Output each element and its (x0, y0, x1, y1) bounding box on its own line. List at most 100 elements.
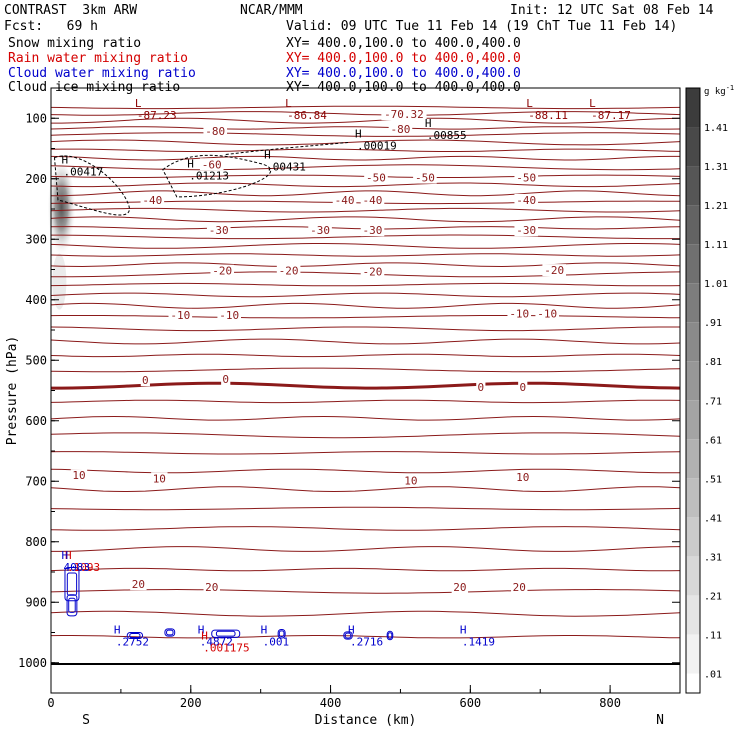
contour-label: -30 (310, 224, 330, 237)
contour-label: -80 (205, 125, 225, 138)
y-tick-label: 400 (25, 293, 47, 307)
cloud-ice-contour-1 (53, 155, 130, 216)
colorbar-swatch (686, 88, 700, 128)
cloud-water-inner-contour-7 (387, 632, 393, 639)
contour-label-bg (151, 472, 168, 485)
extremum-value: .4872 (200, 636, 233, 649)
contour-label: -40 (363, 194, 383, 207)
contour-label: -40 (142, 194, 162, 207)
colorbar-swatch (686, 283, 700, 323)
isotherm-127 (50, 132, 681, 137)
y-tick-label: 900 (25, 595, 47, 609)
contour-label-bg (308, 224, 332, 237)
contour-label-bg (518, 380, 528, 393)
colorbar-swatch (686, 166, 700, 206)
isotherm-469 (50, 338, 681, 345)
contour-label: -30 (363, 224, 383, 237)
contour-label-bg (360, 193, 385, 206)
y-tick-label: 800 (25, 535, 47, 549)
contour-label-bg (199, 158, 224, 171)
contour-label-bg (451, 581, 469, 594)
contour-label: -40 (516, 194, 536, 207)
forecast-hour: Fcst: 69 h (4, 19, 98, 34)
isotherm-375 (50, 282, 681, 287)
colorbar-unit: g kg-1 (704, 84, 734, 97)
colorbar-swatch (686, 361, 700, 401)
colorbar-swatch (686, 517, 700, 557)
contour-label-bg (140, 193, 165, 206)
snow-shading-tail (52, 253, 67, 310)
extremum-value: .00855 (427, 129, 467, 142)
isotherm-919 (50, 610, 681, 617)
isotherm-224 (51, 190, 681, 197)
contour-label: -20 (212, 265, 232, 278)
isotherm-392 (50, 292, 681, 298)
cloud-water-inner-contour-5 (278, 630, 285, 638)
colorbar-label: .51 (704, 474, 722, 485)
contour-label: -10 (170, 309, 190, 322)
extremum-mark: H (460, 624, 467, 637)
colorbar-label: .71 (704, 396, 722, 407)
contour-label: -20 (279, 265, 299, 278)
contour-label: -50 (366, 172, 386, 185)
isotherm-653 (50, 451, 681, 455)
plot-area: -80 -80 -70.32 -60 -50 -50 -50 -40 -40 -40 -40 -30 -… (5, 87, 681, 728)
contour-label-bg (535, 307, 560, 320)
field-snow-xy: XY= 400.0,100.0 to 400.0,400.0 (286, 36, 521, 51)
contour-label: 0 (142, 374, 149, 387)
colorbar-swatch (686, 439, 700, 479)
contour-label: 10 (153, 472, 166, 485)
field-cloudwater-xy: XY= 400.0,100.0 to 400.0,400.0 (286, 66, 521, 81)
cloud-ice-contour-3 (225, 141, 349, 156)
contour-label: -30 (516, 224, 536, 237)
y-tick-label: 300 (25, 232, 47, 246)
isotherm-104 (51, 117, 681, 124)
extremum-value: -87.23 (137, 109, 177, 122)
x-end-label-south: S (82, 713, 90, 728)
colorbar-frame (685, 87, 701, 694)
contour-label: -10 (537, 308, 557, 321)
valid-time: Valid: 09 UTC Tue 11 Feb 14 (19 ChT Tue … (286, 19, 678, 34)
colorbar-label: 1.41 (704, 123, 728, 134)
y-tick-label: 700 (25, 474, 47, 488)
isotherm-311 (50, 243, 681, 249)
cloud-water-inner-contour-0 (66, 572, 78, 596)
colorbar-label: 1.21 (704, 201, 728, 212)
colorbar-swatch (686, 244, 700, 284)
extremum-mark: L (589, 97, 596, 110)
colorbar-swatch (686, 127, 700, 167)
colorbar-label: .91 (704, 318, 722, 329)
isotherm-683 (50, 468, 681, 474)
extremum-value: .1093 (67, 561, 100, 574)
extremum-mark: H (264, 149, 271, 162)
extremum-value: -88.11 (528, 109, 568, 122)
extremum-mark: H (61, 153, 68, 166)
cloud-water-contour-4 (211, 629, 241, 638)
isotherm-812 (51, 546, 681, 552)
isotherm-428 (50, 315, 681, 319)
isotherm-713 (50, 486, 681, 493)
extremum-value: .2752 (116, 636, 149, 649)
contour-label: 10 (72, 469, 85, 482)
extremum-mark: H (187, 158, 194, 171)
contour-label: 20 (132, 578, 145, 591)
contour-label: 20 (453, 581, 466, 594)
contour-label: -20 (544, 264, 564, 277)
isotherm-153 (50, 148, 681, 152)
extremum-mark: H (198, 624, 205, 637)
extremum-mark: L (526, 97, 533, 110)
field-rain-name: Rain water mixing ratio (8, 51, 189, 66)
colorbar-swatch (686, 205, 700, 245)
contour-label: 10 (404, 475, 417, 488)
contour-label-bg (168, 308, 193, 321)
colorbar-label: 1.01 (704, 279, 728, 290)
extremum-value: .1419 (462, 636, 495, 649)
y-axis-title: Pressure (hPa) (5, 336, 20, 446)
contour-label-bg (514, 171, 539, 184)
center-title: NCAR/MMM (240, 3, 303, 18)
colorbar-label: .11 (704, 630, 722, 641)
isotherm-492 (50, 353, 681, 358)
extremum-mark: L (285, 97, 292, 110)
field-cloudwater-name: Cloud water mixing ratio (8, 66, 196, 81)
extremum-value: -87.17 (591, 109, 631, 122)
